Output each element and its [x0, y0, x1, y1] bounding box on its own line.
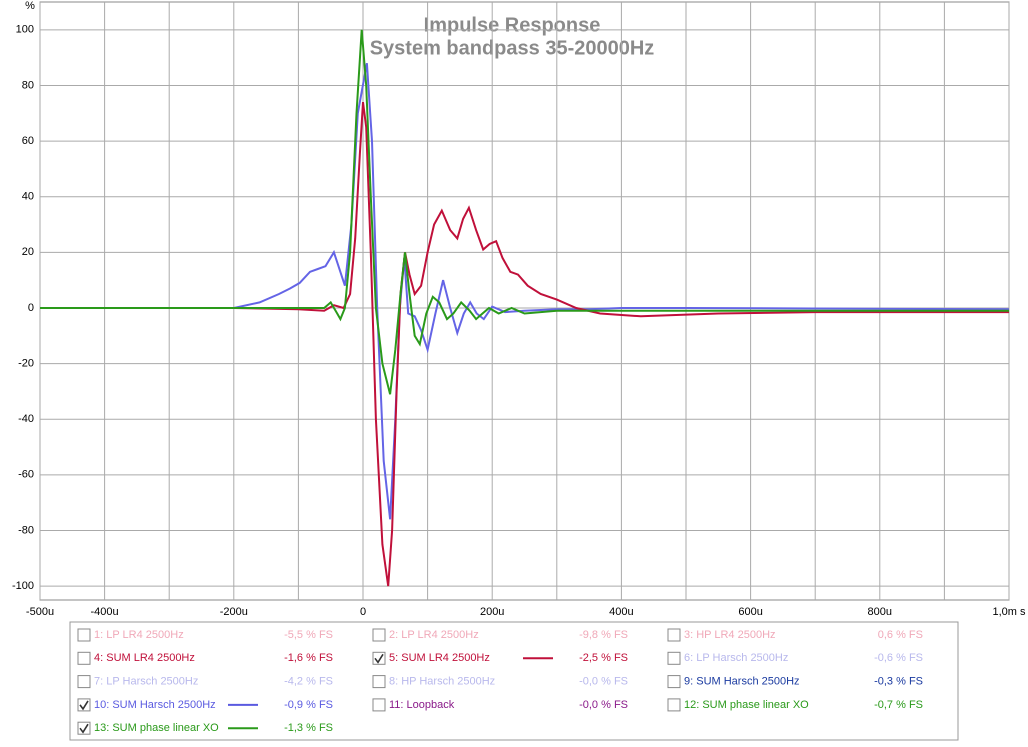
legend-level: -4,2 % FS [284, 676, 333, 688]
y-tick-label: -40 [18, 413, 34, 425]
legend-level: -0,0 % FS [579, 699, 628, 711]
legend-checkbox[interactable] [77, 651, 91, 665]
legend-level: -0,6 % FS [874, 652, 923, 664]
legend-checkbox[interactable] [77, 698, 91, 712]
y-tick-label: 100 [16, 24, 34, 36]
legend-checkbox[interactable] [77, 721, 91, 735]
legend-level: -0,0 % FS [579, 676, 628, 688]
legend-level: -0,3 % FS [874, 676, 923, 688]
legend-level: 0,6 % FS [878, 629, 923, 641]
y-tick-label: -60 [18, 469, 34, 481]
series-line [40, 101, 1009, 587]
y-tick-label: 60 [22, 135, 34, 147]
x-tick-label: 200u [480, 606, 504, 618]
plot-area [39, 1, 1010, 601]
legend-box [69, 621, 959, 741]
legend-label: 2: LP LR4 2500Hz [389, 629, 479, 641]
legend-checkbox[interactable] [77, 675, 91, 689]
series-line [40, 29, 1009, 395]
legend-label: 12: SUM phase linear XO [684, 699, 809, 711]
checkbox-check [79, 700, 89, 711]
legend-checkbox[interactable] [667, 628, 681, 642]
legend-level: -2,5 % FS [579, 652, 628, 664]
legend-label: 11: Loopback [389, 699, 455, 711]
legend-checkbox[interactable] [372, 698, 386, 712]
x-tick-label: -400u [91, 606, 119, 618]
legend-level: -1,3 % FS [284, 722, 333, 734]
legend-level: -0,7 % FS [874, 699, 923, 711]
legend-level: -9,8 % FS [579, 629, 628, 641]
x-tick-label: 0 [360, 606, 366, 618]
legend-label: 4: SUM LR4 2500Hz [94, 652, 195, 664]
legend-checkbox[interactable] [667, 651, 681, 665]
legend-level: -0,9 % FS [284, 699, 333, 711]
y-tick-label: -100 [12, 580, 34, 592]
x-tick-label: -500u [26, 606, 54, 618]
legend-label: 6: LP Harsch 2500Hz [684, 652, 788, 664]
y-axis-label: % [25, 0, 35, 12]
legend-checkbox[interactable] [77, 628, 91, 642]
x-tick-label: 600u [738, 606, 762, 618]
legend-checkbox[interactable] [667, 698, 681, 712]
legend-label: 13: SUM phase linear XO [94, 722, 219, 734]
legend-label: 9: SUM Harsch 2500Hz [684, 676, 800, 688]
chart-title: Impulse Response [424, 14, 601, 36]
legend-checkbox[interactable] [372, 628, 386, 642]
y-tick-label: -80 [18, 524, 34, 536]
legend-checkbox[interactable] [372, 675, 386, 689]
checkbox-check [79, 723, 89, 734]
legend-label: 5: SUM LR4 2500Hz [389, 652, 490, 664]
y-tick-label: 20 [22, 246, 34, 258]
y-tick-label: 40 [22, 191, 34, 203]
legend-label: 3: HP LR4 2500Hz [684, 629, 776, 641]
x-tick-label: 800u [868, 606, 892, 618]
chart-subtitle: System bandpass 35-20000Hz [370, 37, 655, 59]
legend-checkbox[interactable] [372, 651, 386, 665]
checkbox-check [374, 653, 384, 664]
legend-level: -1,6 % FS [284, 652, 333, 664]
y-tick-label: -20 [18, 357, 34, 369]
legend-label: 8: HP Harsch 2500Hz [389, 676, 495, 688]
x-tick-label: -200u [220, 606, 248, 618]
y-tick-label: 0 [28, 302, 34, 314]
legend-label: 1: LP LR4 2500Hz [94, 629, 184, 641]
legend-label: 7: LP Harsch 2500Hz [94, 676, 198, 688]
y-tick-label: 80 [22, 79, 34, 91]
x-tick-label: 1,0m s [992, 606, 1026, 618]
legend-level: -5,5 % FS [284, 629, 333, 641]
legend-label: 10: SUM Harsch 2500Hz [94, 699, 216, 711]
x-tick-label: 400u [609, 606, 633, 618]
legend-checkbox[interactable] [667, 675, 681, 689]
